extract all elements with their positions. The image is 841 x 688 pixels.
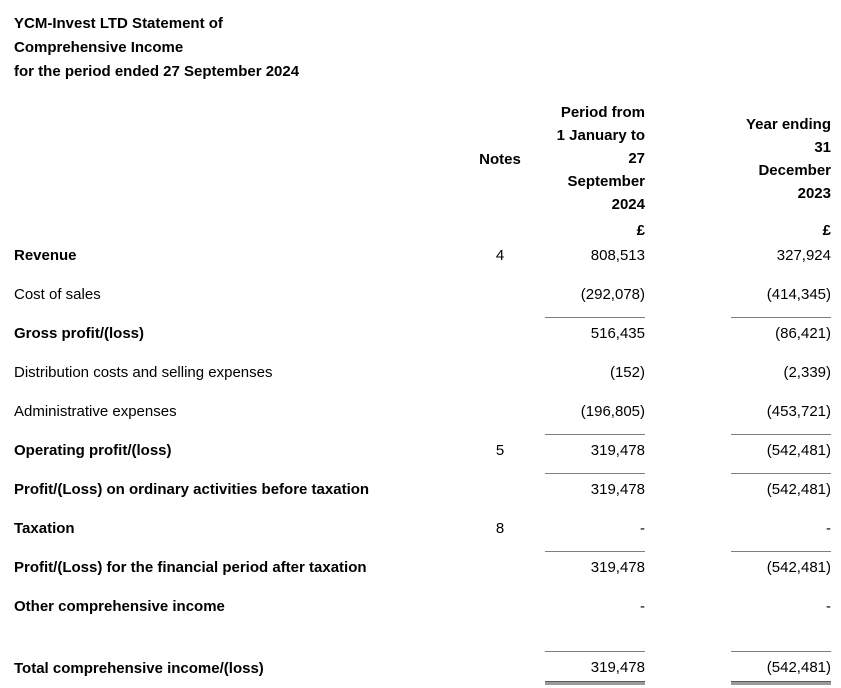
currency-symbol-year: £ bbox=[822, 222, 831, 239]
row-note: 8 bbox=[495, 520, 505, 537]
row-label: Operating profit/(loss) bbox=[14, 442, 172, 459]
column-header-notes: Notes bbox=[479, 151, 521, 168]
row-label: Distribution costs and selling expenses bbox=[14, 364, 273, 381]
table-row-revenue: Revenue 4 808,513 327,924 bbox=[14, 225, 831, 264]
row-value-year: (542,481) bbox=[731, 651, 831, 682]
table-row-profit-before-taxation: Profit/(Loss) on ordinary activities bef… bbox=[14, 459, 831, 498]
table-row-administrative-expenses: Administrative expenses (196,805) (453,7… bbox=[14, 381, 831, 420]
table-header: Notes Period from 1 January to 27 Septem… bbox=[14, 101, 831, 216]
document-title: YCM-Invest LTD Statement of Comprehensiv… bbox=[14, 12, 831, 84]
title-line-1: YCM-Invest LTD Statement of bbox=[14, 15, 223, 32]
column-header-year: Year ending 31 December 2023 bbox=[745, 116, 831, 202]
row-value-year: (414,345) bbox=[766, 286, 831, 303]
title-line-2: Comprehensive Income bbox=[14, 39, 184, 56]
table-row-distribution-costs: Distribution costs and selling expenses … bbox=[14, 342, 831, 381]
row-value-year: (453,721) bbox=[766, 403, 831, 420]
row-label: Other comprehensive income bbox=[14, 598, 225, 615]
row-label: Taxation bbox=[14, 520, 75, 537]
row-value-year: 327,924 bbox=[776, 247, 831, 264]
column-header-period: Period from 1 January to 27 September 20… bbox=[556, 104, 645, 213]
table-row-profit-after-taxation: Profit/(Loss) for the financial period a… bbox=[14, 537, 831, 576]
title-line-3: for the period ended 27 September 2024 bbox=[14, 63, 300, 80]
table-row-taxation: Taxation 8 - - bbox=[14, 498, 831, 537]
row-label: Revenue bbox=[14, 247, 77, 264]
row-value-period: 319,478 bbox=[545, 551, 645, 576]
table-row-cost-of-sales: Cost of sales (292,078) (414,345) bbox=[14, 264, 831, 303]
row-value-period: 516,435 bbox=[545, 317, 645, 342]
row-value-period: - bbox=[640, 520, 645, 537]
row-value-year: (542,481) bbox=[731, 473, 831, 498]
currency-symbol-period: £ bbox=[636, 222, 645, 239]
row-value-period: (152) bbox=[609, 364, 645, 381]
statement-table: Revenue 4 808,513 327,924 Cost of sales … bbox=[14, 225, 831, 682]
currency-row: £ £ bbox=[14, 222, 831, 239]
row-value-period: 808,513 bbox=[590, 247, 645, 264]
row-value-year: (86,421) bbox=[731, 317, 831, 342]
table-row-other-comprehensive-income: Other comprehensive income - - bbox=[14, 576, 831, 615]
row-label: Profit/(Loss) for the financial period a… bbox=[14, 559, 367, 576]
row-value-period: (292,078) bbox=[580, 286, 645, 303]
row-value-period: (196,805) bbox=[580, 403, 645, 420]
row-label: Cost of sales bbox=[14, 286, 101, 303]
row-value-year: (542,481) bbox=[731, 551, 831, 576]
row-value-year: - bbox=[826, 520, 831, 537]
row-value-period: 319,478 bbox=[545, 651, 645, 682]
table-row-gross-profit: Gross profit/(loss) 516,435 (86,421) bbox=[14, 303, 831, 342]
row-value-year: - bbox=[826, 598, 831, 615]
row-value-year: (542,481) bbox=[731, 434, 831, 459]
row-value-year: (2,339) bbox=[783, 364, 831, 381]
row-label: Profit/(Loss) on ordinary activities bef… bbox=[14, 481, 370, 498]
row-note: 4 bbox=[495, 247, 505, 264]
row-label: Total comprehensive income/(loss) bbox=[14, 660, 264, 677]
row-value-period: - bbox=[640, 598, 645, 615]
row-note: 5 bbox=[495, 442, 505, 459]
row-value-period: 319,478 bbox=[545, 434, 645, 459]
row-value-period: 319,478 bbox=[545, 473, 645, 498]
row-label: Administrative expenses bbox=[14, 403, 177, 420]
table-row-total-comprehensive-income: Total comprehensive income/(loss) 319,47… bbox=[14, 643, 831, 682]
table-row-operating-profit: Operating profit/(loss) 5 319,478 (542,4… bbox=[14, 420, 831, 459]
row-label: Gross profit/(loss) bbox=[14, 325, 145, 342]
